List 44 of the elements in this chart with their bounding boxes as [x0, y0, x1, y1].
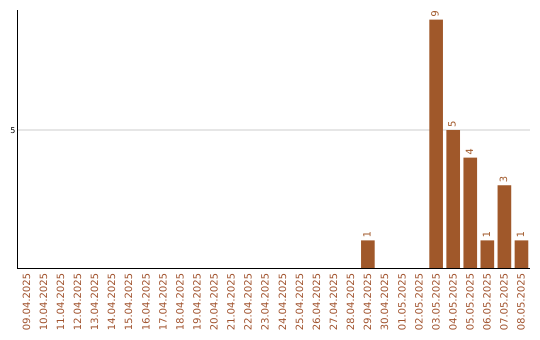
x-tick-label: 27.04.2025	[328, 273, 340, 330]
x-tick-label: 10.04.2025	[38, 273, 50, 330]
x-tick-label: 02.05.2025	[414, 273, 426, 330]
x-tick-label: 26.04.2025	[312, 273, 323, 330]
data-label: 1	[482, 231, 493, 238]
x-tick-label: 03.05.2025	[431, 273, 442, 330]
bar	[480, 240, 494, 268]
x-tick-label: 18.04.2025	[175, 273, 186, 330]
x-tick-label: 09.04.2025	[22, 273, 33, 330]
x-tick-label: 11.04.2025	[56, 273, 67, 330]
data-label: 1	[362, 231, 374, 238]
x-tick-label: 28.04.2025	[346, 273, 358, 330]
bar	[514, 240, 528, 268]
x-tick-label: 23.04.2025	[260, 273, 272, 330]
x-tick-label: 14.04.2025	[107, 273, 118, 330]
bar	[361, 240, 375, 268]
x-tick-label: 01.05.2025	[397, 273, 408, 330]
bar	[498, 185, 512, 268]
x-tick-label: 05.05.2025	[466, 273, 477, 330]
x-tick-label: 17.04.2025	[158, 273, 170, 330]
x-tick-label: 20.04.2025	[210, 273, 221, 330]
bar	[446, 130, 460, 268]
bar	[429, 20, 443, 268]
x-tick-label: 24.04.2025	[278, 273, 289, 330]
x-tick-label: 04.05.2025	[448, 273, 460, 330]
x-tick-label: 30.04.2025	[380, 273, 392, 330]
x-tick-label: 25.04.2025	[294, 273, 306, 330]
x-tick-label: 07.05.2025	[500, 273, 511, 330]
x-tick-label: 12.04.2025	[72, 273, 84, 330]
data-label: 1	[516, 231, 527, 238]
x-tick-label: 29.04.2025	[363, 273, 374, 330]
x-tick-label: 13.04.2025	[90, 273, 102, 330]
bar	[463, 158, 478, 268]
x-tick-label: 22.04.2025	[244, 273, 255, 330]
data-label: 5	[448, 120, 459, 128]
data-label: 9	[430, 10, 442, 17]
data-label: 4	[464, 148, 476, 155]
x-tick-label: 06.05.2025	[482, 273, 494, 330]
x-tick-label: 16.04.2025	[141, 273, 152, 330]
x-tick-label: 08.05.2025	[516, 273, 528, 330]
x-tick-label: 15.04.2025	[124, 273, 136, 330]
x-tick-label: 21.04.2025	[226, 273, 238, 330]
x-tick-label: 19.04.2025	[192, 273, 204, 330]
data-label: 3	[498, 176, 510, 182]
